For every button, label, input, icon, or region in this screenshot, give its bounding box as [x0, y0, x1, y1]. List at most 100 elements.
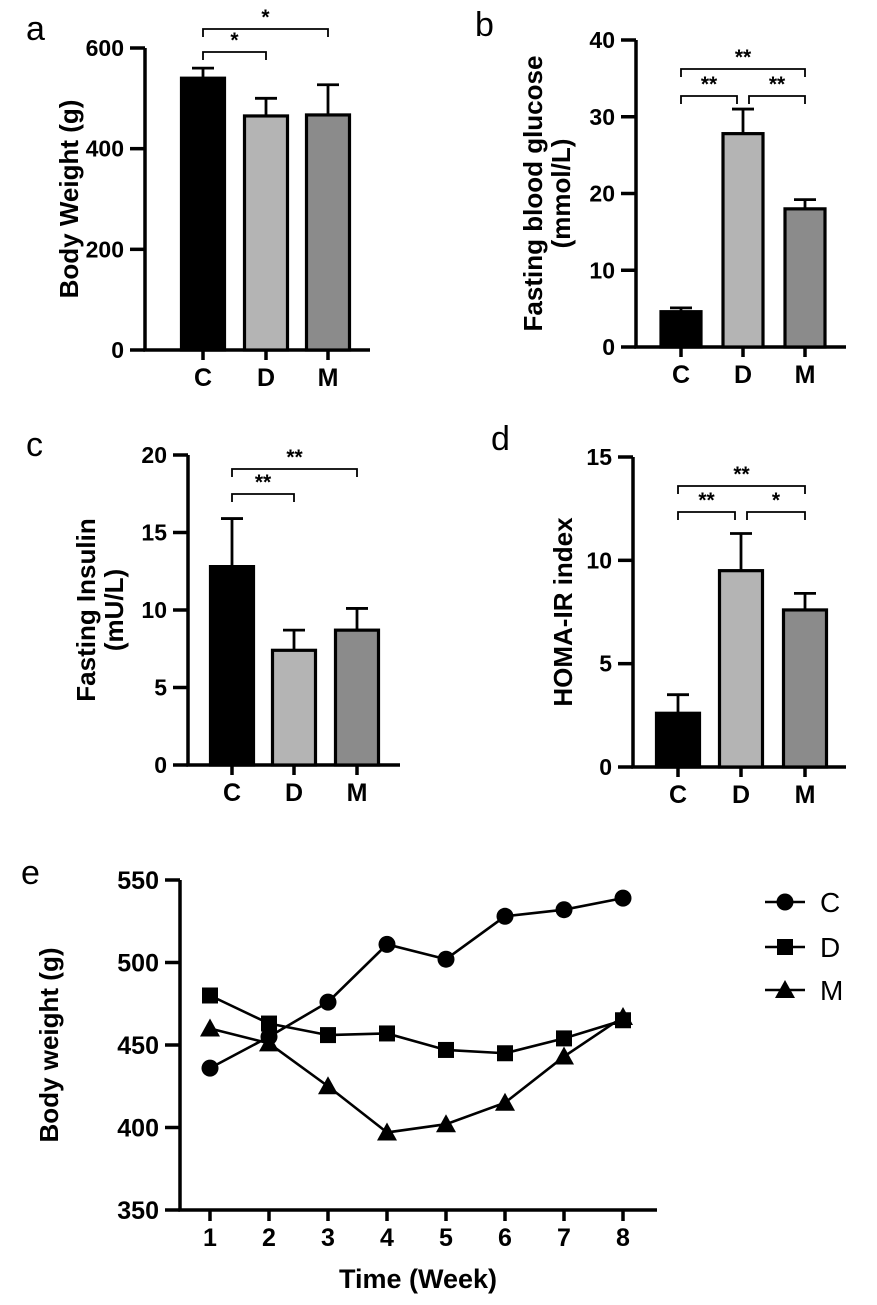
panel-c: 0 5 10 15 20 C D M ** ** Fasting Insulin (mU/L) [0, 400, 438, 820]
y-tick-label-c-20: 20 [141, 442, 167, 468]
sig-bracket-d-C-M [677, 485, 806, 494]
error-bar-c-D [283, 628, 305, 651]
category-label-c-D: D [285, 779, 303, 807]
point-D-week-2 [261, 1015, 277, 1032]
panel-d: 0 5 10 15 C D M ** * ** HOMA-IR index [438, 400, 877, 820]
panel-e-plot: 350 400 450 500 550 1 2 3 4 5 6 7 8 Time (Week) Body w… [34, 867, 843, 1294]
y-tick-label-b-0: 0 [602, 334, 615, 360]
sig-bracket-a-C-D [202, 51, 267, 60]
category-label-d-D: D [732, 781, 750, 809]
y-tick-label-a-200: 200 [86, 236, 124, 262]
panel-letter-e: e [21, 854, 40, 892]
sig-bracket-b-C-D [680, 95, 738, 104]
panel-b-plot: 0 10 20 30 40 C D M ** ** ** Fasting blood glucose(… [518, 27, 846, 389]
x-tick-label-week-7: 7 [557, 1224, 571, 1252]
y-tick-label-c-10: 10 [141, 597, 167, 623]
category-label-d-M: M [795, 781, 816, 809]
series-C-line [209, 896, 624, 1070]
point-M-week-3 [318, 1076, 338, 1095]
error-bar-d-C [667, 693, 689, 714]
bar-b-C [659, 310, 703, 349]
point-C-week-8 [614, 889, 632, 907]
bar-a-D [242, 114, 290, 352]
bar-b-M [783, 207, 827, 349]
y-tick-label-c-15: 15 [141, 520, 167, 546]
point-C-week-6 [496, 907, 514, 925]
panel-b: 0 10 20 30 40 C D M ** ** ** Fasting blood glucose(… [438, 0, 877, 400]
y-tick-label-d-15: 15 [586, 444, 612, 470]
category-label-a-M: M [318, 364, 339, 392]
panel-a-plot: 0 200 400 600 C D M * * Body Weight (g) [54, 6, 370, 392]
category-label-b-M: M [795, 361, 816, 389]
point-M-week-7 [554, 1046, 574, 1065]
panel-letter-d: d [491, 420, 510, 458]
y-axis-label-d-line1: HOMA-IR index [548, 517, 578, 707]
category-label-c-C: C [223, 779, 241, 807]
point-M-week-5 [436, 1114, 456, 1133]
x-tick-label-week-5: 5 [439, 1224, 453, 1252]
panel-a: 0 200 400 600 C D M * * Body Weight (g) [0, 0, 438, 400]
sig-label-d-D-M: * [772, 489, 781, 512]
error-bar-c-C [221, 517, 243, 567]
series-D-line [209, 994, 624, 1055]
point-C-week-4 [378, 935, 396, 953]
legend-label-C: C [820, 887, 840, 918]
category-label-b-C: C [672, 361, 690, 389]
panel-letter-b: b [475, 6, 494, 44]
y-tick-label-b-20: 20 [589, 181, 615, 207]
bar-d-M [781, 608, 829, 769]
point-D-week-6 [497, 1045, 513, 1062]
error-bar-b-D [732, 107, 754, 134]
point-M-week-2 [259, 1033, 279, 1052]
y-tick-label-d-5: 5 [599, 651, 612, 677]
x-axis-label-e: Time (Week) [339, 1264, 497, 1294]
bar-d-C [654, 711, 702, 769]
sig-label-d-C-M: ** [733, 463, 750, 486]
legend: CDM [765, 887, 843, 1006]
legend-label-D: D [820, 932, 840, 963]
error-bar-a-M [317, 83, 339, 115]
point-D-week-1 [202, 987, 218, 1004]
sig-label-b-C-M: ** [735, 46, 752, 69]
panel-e: 350 400 450 500 550 1 2 3 4 5 6 7 8 Time (Week) Body w… [0, 820, 877, 1305]
panel-letter-a: a [26, 10, 45, 48]
panel-c-plot: 0 5 10 15 20 C D M ** ** Fasting Insulin(mU/L) [71, 442, 400, 807]
y-tick-label-a-0: 0 [111, 337, 124, 363]
sig-label-c-C-M: ** [286, 446, 303, 469]
error-bar-d-M [794, 591, 816, 610]
category-label-d-C: C [669, 781, 687, 809]
category-label-b-D: D [734, 361, 752, 389]
x-tick-label-week-3: 3 [321, 1224, 335, 1252]
y-axis-label-b-line1: Fasting blood glucose [518, 56, 548, 332]
y-axis-label-a-line1: Body Weight (g) [54, 100, 84, 299]
legend-entry-D: D [765, 932, 840, 963]
point-M-week-1 [200, 1018, 220, 1037]
point-C-week-7 [555, 901, 573, 919]
bar-c-C [208, 565, 256, 767]
sig-bracket-d-D-M [746, 511, 806, 520]
y-axis-label-c-line1: Fasting Insulin [71, 518, 101, 701]
bar-d-D [717, 569, 765, 769]
y-tick-label-c-0: 0 [154, 752, 167, 778]
sig-label-b-C-D: ** [701, 73, 718, 96]
y-tick-label-e-350: 350 [117, 1197, 159, 1225]
y-tick-label-c-5: 5 [154, 675, 167, 701]
sig-label-b-D-M: ** [769, 73, 786, 96]
legend-marker-M [775, 980, 795, 998]
y-tick-label-d-0: 0 [599, 754, 612, 780]
bar-b-D [721, 132, 765, 349]
error-bar-c-M [346, 607, 368, 631]
y-axis-label-b-line2: (mmol/L) [546, 139, 576, 249]
category-label-a-C: C [194, 364, 212, 392]
point-C-week-5 [437, 950, 455, 968]
sig-bracket-c-C-D [231, 493, 295, 502]
y-axis-label-c-line2: (mU/L) [99, 569, 129, 651]
bar-a-C [179, 76, 227, 352]
legend-marker-C [776, 893, 794, 911]
axes-e [165, 878, 657, 1221]
point-M-week-8 [613, 1006, 633, 1025]
error-bar-d-D [730, 532, 752, 571]
sig-bracket-a-C-M [202, 28, 329, 37]
